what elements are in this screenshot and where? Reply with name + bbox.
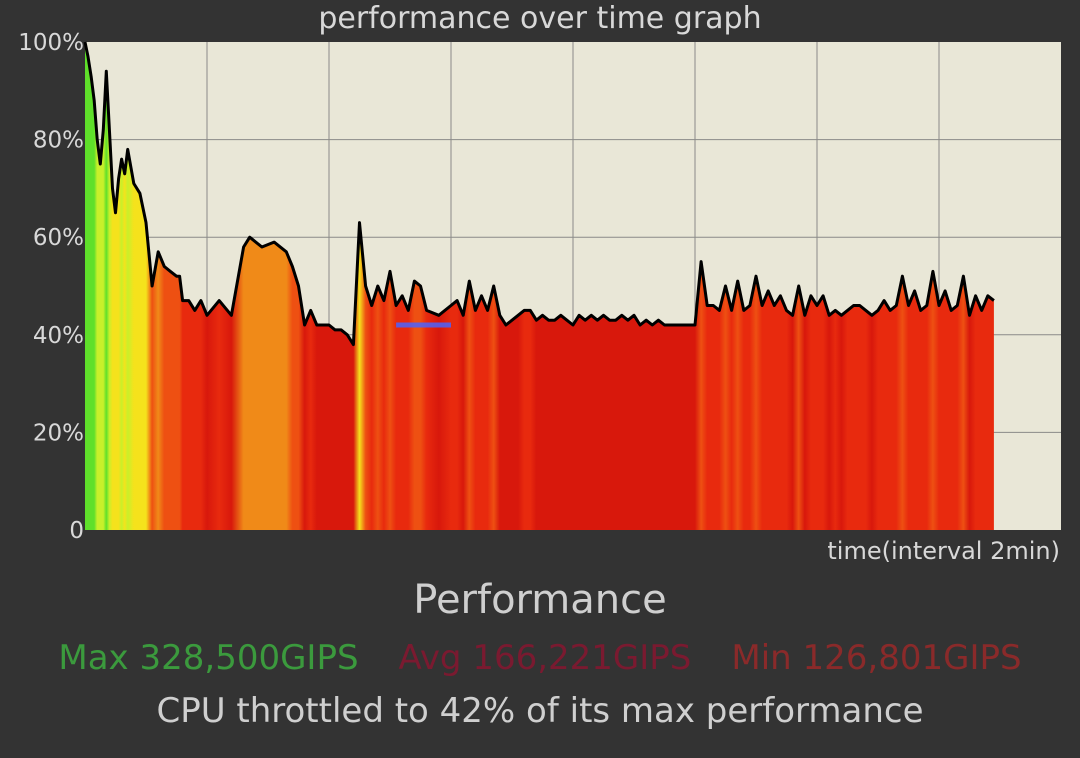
y-axis-ticks: 0 20% 40% 60% 80% 100% bbox=[18, 30, 84, 544]
throttle-summary: CPU throttled to 42% of its max performa… bbox=[156, 691, 924, 731]
x-axis-label: time(interval 2min) bbox=[827, 537, 1060, 565]
min-performance: Min 126,801GIPS bbox=[731, 638, 1022, 678]
performance-line bbox=[83, 41, 995, 347]
performance-area bbox=[85, 42, 994, 530]
y-tick-label: 80% bbox=[33, 128, 84, 154]
y-tick-label: 0 bbox=[69, 518, 84, 544]
performance-chart: 0 20% 40% 60% 80% 100% time(interval 2min) bbox=[18, 30, 1061, 565]
max-performance: Max 328,500GIPS bbox=[58, 638, 359, 678]
y-tick-label: 60% bbox=[33, 225, 84, 251]
y-tick-label: 20% bbox=[33, 420, 84, 446]
y-tick-label: 100% bbox=[18, 30, 84, 56]
stats-row: Max 328,500GIPS Avg 166,221GIPS Min 126,… bbox=[0, 630, 1080, 686]
summary-title: Performance bbox=[413, 577, 667, 623]
chart-title: performance over time graph bbox=[318, 1, 762, 36]
avg-performance: Avg 166,221GIPS bbox=[398, 638, 692, 678]
y-tick-label: 40% bbox=[33, 323, 84, 349]
